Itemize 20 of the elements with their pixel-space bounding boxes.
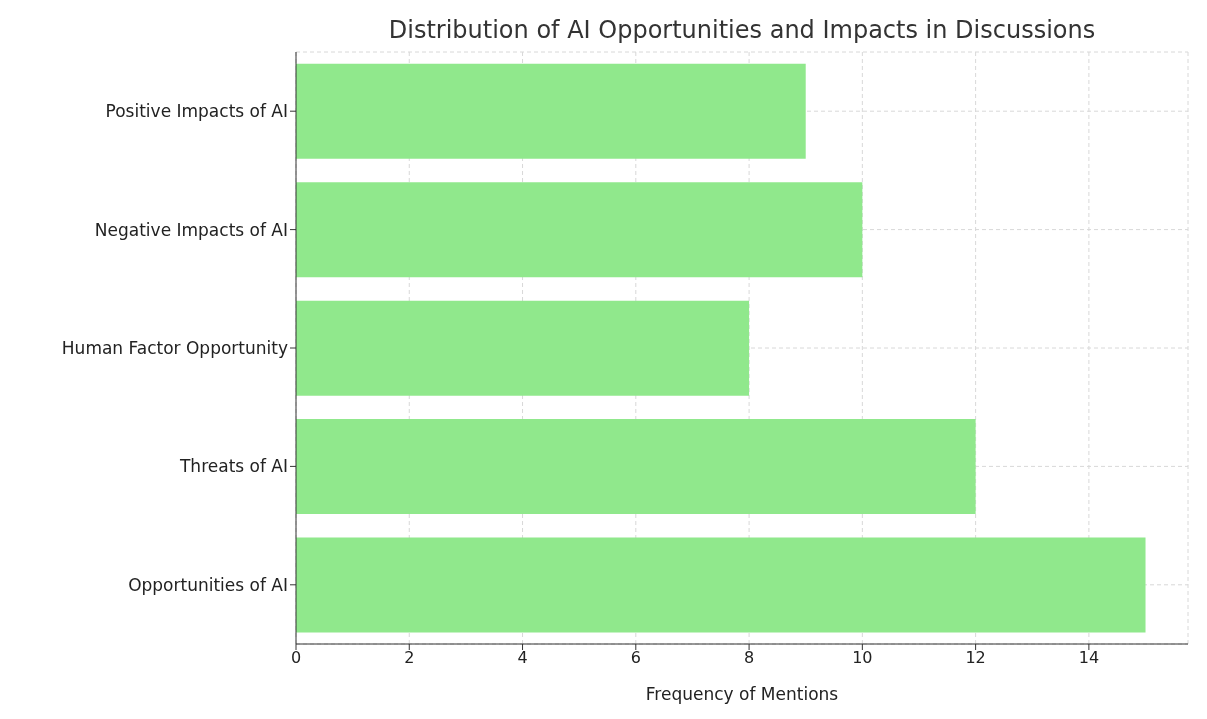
- x-tick-label: 0: [290, 648, 302, 668]
- x-tick-label: 12: [965, 648, 986, 668]
- x-tick-label: 8: [743, 648, 755, 668]
- y-tick-label: Human Factor Opportunity: [61, 338, 288, 359]
- x-tick-label: 14: [1078, 648, 1100, 668]
- y-tick-label: Positive Impacts of AI: [105, 101, 288, 122]
- x-tick-label: 10: [852, 648, 873, 668]
- bar: [296, 63, 806, 159]
- bar: [296, 300, 750, 396]
- bar: [296, 419, 976, 515]
- x-tick-label: 4: [517, 648, 528, 668]
- x-tick-label: 2: [404, 648, 415, 668]
- bar: [296, 182, 863, 278]
- bar: [296, 537, 1146, 633]
- x-tick-label: 6: [630, 648, 641, 668]
- y-tick-label: Negative Impacts of AI: [94, 219, 288, 240]
- chart-title: Distribution of AI Opportunities and Impacts in Discussions: [387, 16, 1097, 44]
- y-tick-label: Threats of AI: [178, 456, 288, 477]
- x-axis-title: Frequency of Mentions: [645, 684, 839, 704]
- y-tick-label: Opportunities of AI: [128, 574, 288, 595]
